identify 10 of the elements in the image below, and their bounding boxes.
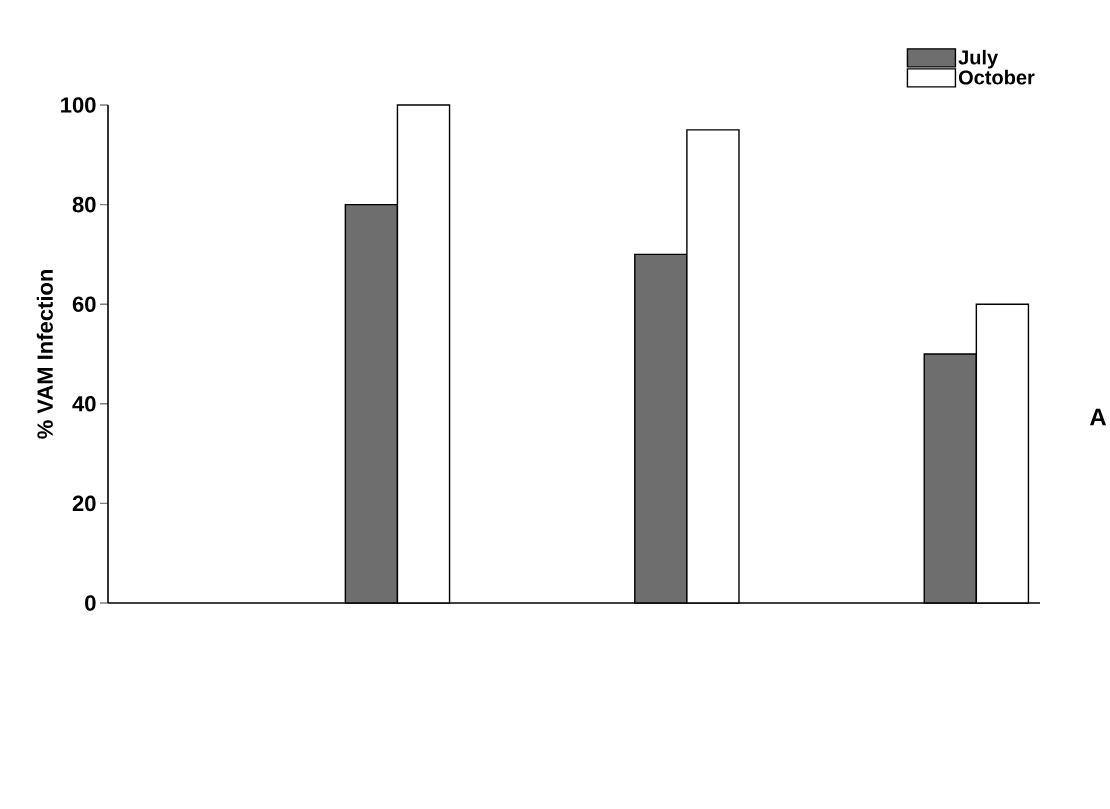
y-tick-label: 100 (61, 97, 96, 113)
y-tick-label: 0 (85, 595, 96, 611)
legend-label: October (958, 69, 1035, 85)
y-tick-label: 20 (72, 495, 96, 512)
legend-label: July (958, 49, 999, 69)
y-tick-label: 80 (72, 196, 96, 213)
y-tick-label: 60 (72, 296, 96, 312)
y-axis-title: % VAM Infection (36, 270, 53, 439)
y-tick-label: 40 (72, 396, 96, 412)
text: A (1089, 408, 1107, 426)
